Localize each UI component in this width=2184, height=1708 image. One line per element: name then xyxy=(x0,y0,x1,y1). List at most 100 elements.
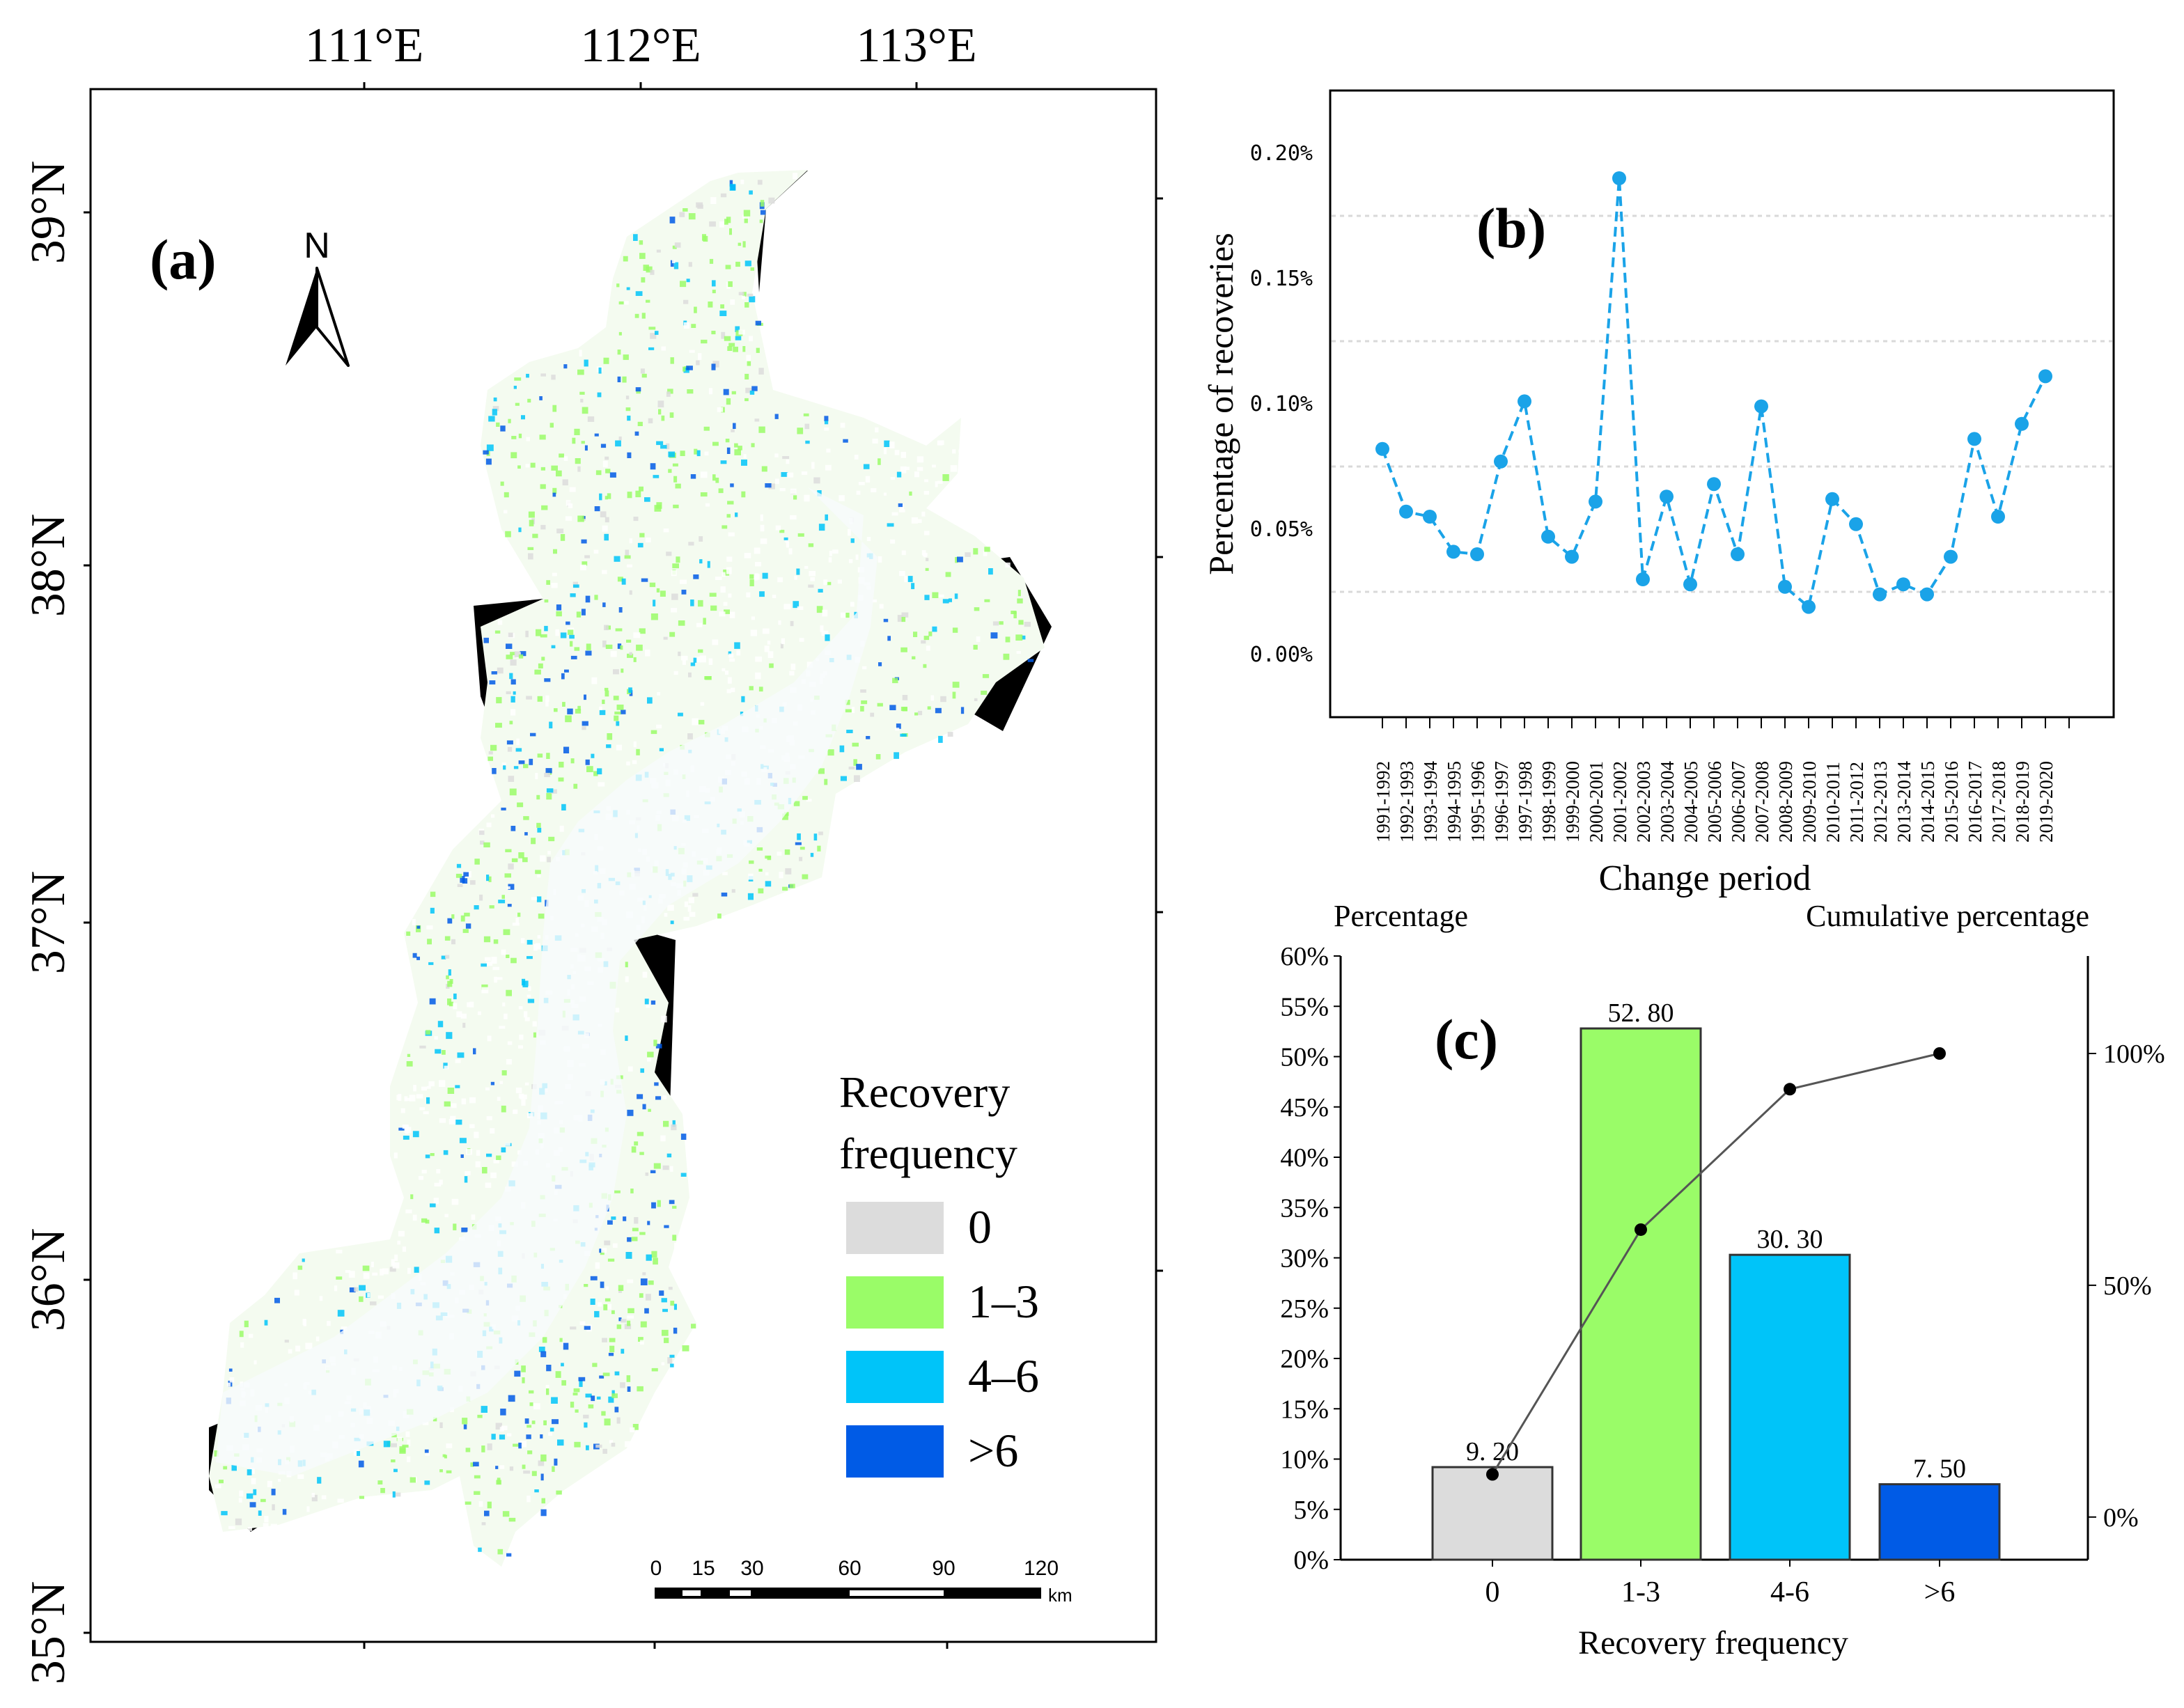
chart-b-xtick-label: 2014-2015 xyxy=(1917,761,1938,843)
map-stipple-dot xyxy=(501,807,506,810)
map-stipple-dot xyxy=(793,495,797,500)
chart-b-point xyxy=(1991,510,2005,524)
map-stipple-dot xyxy=(383,1441,391,1448)
map-stipple-dot xyxy=(884,440,890,447)
map-stipple-dot xyxy=(749,336,753,342)
chart-c-y2tick-label: 0% xyxy=(2103,1503,2139,1533)
map-stipple-dot xyxy=(670,1363,674,1368)
map-stipple-dot xyxy=(952,449,956,454)
valley-basin xyxy=(216,487,878,1476)
map-stipple-dot xyxy=(653,1258,658,1265)
map-stipple-dot xyxy=(602,602,606,607)
legend-swatch-gt6 xyxy=(846,1425,944,1478)
map-stipple-dot xyxy=(535,943,540,950)
map-stipple-dot xyxy=(545,700,549,707)
map-stipple-dot xyxy=(444,1214,448,1218)
map-stipple-dot xyxy=(758,687,763,692)
map-stipple-dot xyxy=(487,1443,492,1450)
map-stipple-dot xyxy=(521,1099,526,1106)
map-stipple-dot xyxy=(724,609,730,614)
map-stipple-dot xyxy=(414,1267,419,1273)
map-stipple-dot xyxy=(565,715,572,723)
map-stipple-dot xyxy=(460,1013,467,1019)
map-stipple-dot xyxy=(507,746,513,752)
map-stipple-dot xyxy=(529,519,534,526)
map-stipple-dot xyxy=(999,621,1004,625)
map-stipple-dot xyxy=(392,1262,400,1269)
map-stipple-dot xyxy=(358,1460,364,1468)
map-stipple-dot xyxy=(490,814,495,818)
map-stipple-dot xyxy=(960,707,965,714)
map-stipple-dot xyxy=(718,488,724,494)
map-stipple-dot xyxy=(538,1347,545,1352)
map-stipple-dot xyxy=(921,640,926,644)
map-stipple-dot xyxy=(453,1003,458,1010)
map-stipple-dot xyxy=(488,416,495,422)
map-stipple-dot xyxy=(633,741,637,748)
chart-c-y2-ticks: 0%50%100% xyxy=(2088,1040,2165,1533)
map-stipple-dot xyxy=(599,706,602,710)
map-stipple-dot xyxy=(898,509,905,512)
map-stipple-dot xyxy=(717,407,724,412)
map-stipple-dot xyxy=(777,852,782,856)
map-stipple-dot xyxy=(410,1477,416,1483)
map-stipple-dot xyxy=(500,481,504,486)
map-stipple-dot xyxy=(406,1061,413,1067)
map-stipple-dot xyxy=(672,1235,677,1241)
map-stipple-dot xyxy=(382,1268,389,1275)
map-stipple-dot xyxy=(554,1458,558,1466)
map-stipple-dot xyxy=(894,450,900,455)
map-stipple-dot xyxy=(709,593,717,597)
map-stipple-dot xyxy=(258,1510,262,1516)
map-stipple-dot xyxy=(432,1417,437,1422)
map-stipple-dot xyxy=(540,467,545,471)
map-stipple-dot xyxy=(851,707,855,714)
map-stipple-dot xyxy=(527,998,535,1003)
map-stipple-dot xyxy=(613,669,619,675)
map-stipple-dot xyxy=(560,534,566,541)
map-stipple-dot xyxy=(712,280,716,287)
chart-b-ytick-label: 0.10% xyxy=(1250,392,1313,416)
map-stipple-dot xyxy=(486,875,490,882)
map-stipple-dot xyxy=(789,671,795,676)
map-stipple-dot xyxy=(599,710,606,715)
map-stipple-dot xyxy=(708,388,713,395)
map-stipple-dot xyxy=(372,1272,378,1276)
map-stipple-dot xyxy=(712,474,716,481)
map-stipple-dot xyxy=(789,884,795,888)
lon-label-113: 113°E xyxy=(856,19,976,72)
map-stipple-dot xyxy=(679,212,685,217)
chart-b-xtick-label: 2008-2009 xyxy=(1775,761,1796,843)
map-stipple-dot xyxy=(845,700,850,705)
chart-b-point xyxy=(1423,510,1437,524)
map-stipple-dot xyxy=(655,331,659,335)
map-stipple-dot xyxy=(917,710,923,716)
map-stipple-dot xyxy=(462,1022,466,1028)
map-stipple-dot xyxy=(642,1272,646,1276)
map-stipple-dot xyxy=(786,472,794,478)
map-stipple-dot xyxy=(751,386,758,391)
map-stipple-dot xyxy=(476,1150,481,1156)
map-stipple-dot xyxy=(399,1446,406,1453)
map-stipple-dot xyxy=(911,517,918,524)
map-stipple-dot xyxy=(796,568,800,575)
map-stipple-dot xyxy=(1016,651,1021,655)
map-stipple-dot xyxy=(470,880,476,885)
map-stipple-dot xyxy=(786,459,790,464)
map-stipple-dot xyxy=(641,313,646,319)
map-stipple-dot xyxy=(603,357,609,364)
map-stipple-dot xyxy=(626,564,632,567)
map-stipple-dot xyxy=(725,439,730,443)
map-stipple-dot xyxy=(804,494,810,502)
map-stipple-dot xyxy=(769,663,774,668)
map-stipple-dot xyxy=(533,1032,536,1038)
map-stipple-dot xyxy=(425,1450,430,1456)
map-stipple-dot xyxy=(552,572,557,577)
map-stipple-dot xyxy=(760,538,767,544)
map-stipple-dot xyxy=(878,556,882,563)
map-stipple-dot xyxy=(648,1280,654,1285)
map-stipple-dot xyxy=(461,1098,467,1105)
map-stipple-dot xyxy=(496,1155,501,1160)
map-stipple-dot xyxy=(839,745,845,753)
map-stipple-dot xyxy=(760,524,765,532)
